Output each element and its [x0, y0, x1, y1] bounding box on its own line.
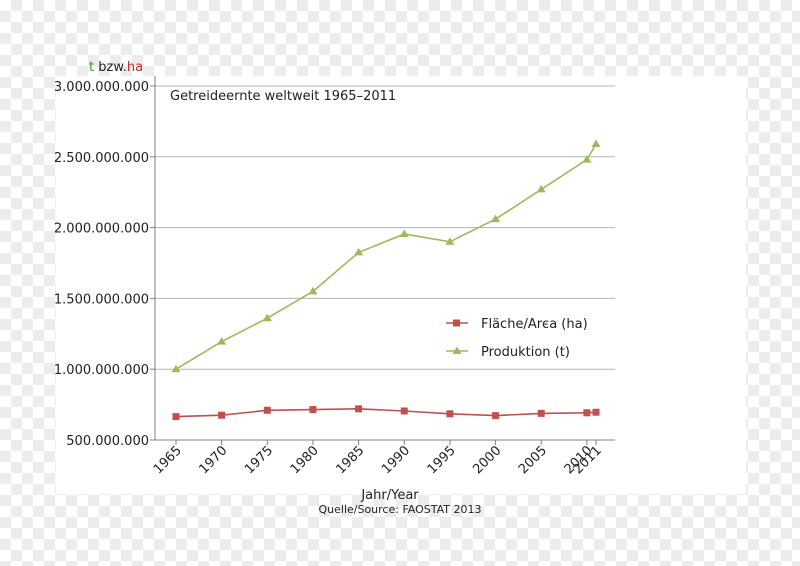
series — [171, 139, 601, 421]
data-point-area — [592, 408, 600, 416]
data-point-production — [354, 247, 364, 256]
data-point-production — [491, 214, 501, 223]
legend-item-area: Fläche/Arєa (ha) — [446, 317, 588, 332]
data-point-production — [591, 139, 601, 148]
legend-label-area: Fläche/Arєa (ha) — [481, 317, 588, 332]
y-tick-label: 3.000.000.000 — [54, 80, 149, 95]
series-area — [172, 405, 600, 421]
y-tick-label: 1.000.000.000 — [54, 363, 149, 378]
y-tick-label: 2.500.000.000 — [54, 151, 149, 166]
y-tick-label: 2.000.000.000 — [54, 222, 149, 237]
data-point-production — [582, 155, 592, 163]
axes — [150, 76, 615, 445]
data-point-area — [263, 406, 271, 414]
chart-panel — [56, 76, 746, 494]
data-point-area — [537, 409, 545, 417]
data-point-production — [217, 337, 227, 345]
unit-label: t bzw.ha — [89, 60, 143, 75]
series-production — [171, 139, 601, 373]
y-tick-label: 500.000.000 — [66, 434, 149, 449]
y-tick-label: 1.500.000.000 — [54, 292, 149, 307]
data-point-area — [446, 410, 454, 418]
legend-label-production: Produktion (t) — [481, 345, 570, 360]
data-point-production — [308, 286, 318, 295]
source-note: Quelle/Source: FAOSTAT 2013 — [318, 503, 481, 516]
unit-label-ha: ha — [127, 60, 143, 75]
unit-label-t: t — [89, 60, 94, 75]
legend-item-production: Produktion (t) — [446, 345, 570, 360]
data-point-production — [536, 184, 546, 193]
legend-marker-area — [453, 319, 460, 327]
data-point-area — [355, 405, 363, 413]
data-point-production — [445, 237, 455, 245]
legend: Fläche/Arєa (ha) Produktion (t) — [446, 317, 588, 360]
data-point-area — [309, 406, 317, 414]
x-axis-label: Jahr/Year — [360, 488, 419, 503]
data-point-area — [583, 409, 591, 417]
data-point-area — [218, 411, 226, 419]
data-point-area — [172, 413, 180, 421]
y-tick-labels: 500.000.000 1.000.000.000 1.500.000.000 2.0… — [54, 80, 149, 449]
data-point-area — [400, 407, 408, 415]
data-point-area — [492, 412, 500, 420]
unit-label-sep: bzw. — [94, 60, 127, 75]
chart-title: Getreideernte weltweit 1965–2011 — [170, 89, 396, 104]
data-point-production — [399, 229, 409, 237]
data-point-production — [171, 364, 181, 373]
legend-marker-production — [452, 346, 462, 354]
data-point-production — [262, 313, 272, 322]
